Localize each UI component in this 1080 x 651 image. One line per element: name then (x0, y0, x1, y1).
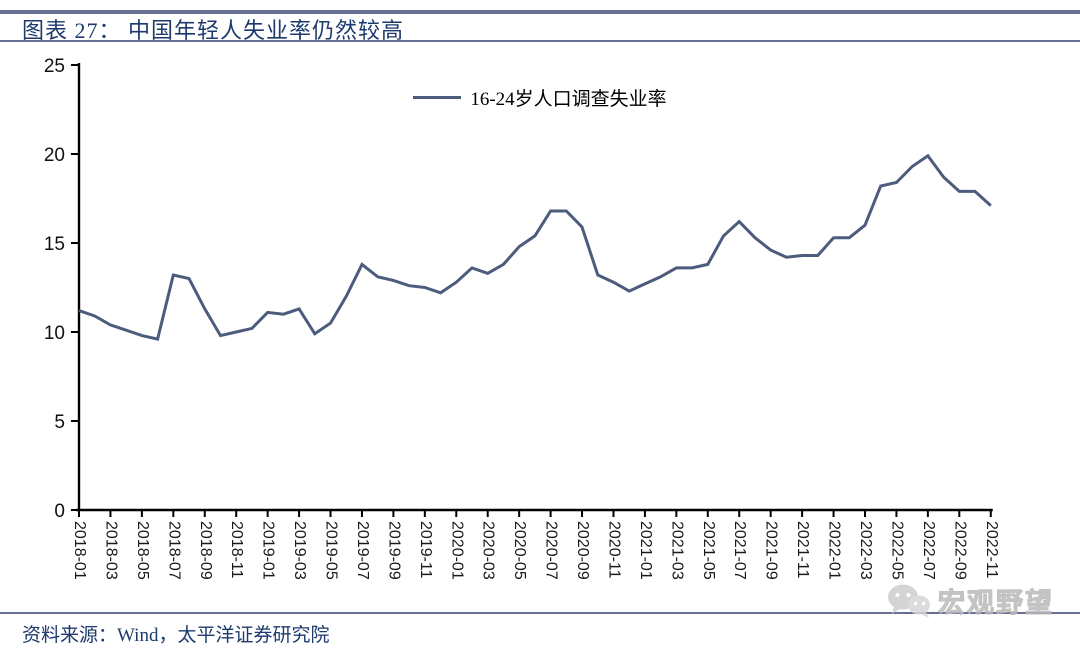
y-tick-label: 0 (54, 501, 65, 520)
title-underline-rule (0, 40, 1080, 42)
x-tick-label: 2022-09 (951, 521, 969, 580)
x-tick-label: 2020-09 (574, 521, 592, 580)
x-tick-label: 2020-05 (511, 521, 529, 580)
source-note: 资料来源：Wind，太平洋证券研究院 (22, 625, 330, 646)
x-tick-label: 2021-11 (794, 521, 812, 579)
y-tick-label: 25 (44, 56, 65, 77)
x-tick-label: 2018-03 (102, 521, 120, 580)
x-tick-label: 2018-07 (165, 521, 183, 580)
x-tick-label: 2021-03 (668, 521, 686, 580)
x-tick-label: 2019-09 (385, 521, 403, 580)
x-tick-label: 2018-05 (133, 521, 151, 580)
x-tick-label: 2022-05 (888, 521, 906, 580)
line-chart: 0 5 10 15 20 25 (44, 56, 993, 520)
y-tick-label: 5 (54, 412, 65, 433)
x-tick-label: 2019-05 (322, 521, 340, 580)
x-tick-label: 2022-07 (919, 521, 937, 580)
legend-line-swatch (413, 96, 462, 99)
x-tick-label: 2021-07 (731, 521, 749, 580)
x-tick-label: 2022-03 (857, 521, 874, 580)
x-tick-label: 2022-11 (982, 521, 1000, 579)
x-tick-label: 2018-09 (196, 521, 214, 580)
x-tick-label: 2021-05 (699, 521, 717, 580)
y-tick-label: 15 (44, 234, 65, 255)
x-tick-label: 2020-03 (479, 521, 497, 580)
wechat-icon (888, 584, 930, 618)
y-tick-label: 10 (44, 323, 65, 344)
x-tick-label: 2019-11 (416, 521, 434, 579)
y-tick-label: 20 (44, 145, 65, 166)
x-tick-label: 2021-01 (636, 521, 654, 580)
x-tick-label: 2021-09 (762, 521, 780, 580)
legend-label: 16-24岁人口调查失业率 (470, 89, 667, 110)
x-tick-label: 2022-01 (825, 521, 843, 580)
footer-rule (0, 612, 1080, 614)
x-tick-label: 2019-01 (259, 521, 277, 580)
legend: 16-24岁人口调查失业率 (0, 84, 1080, 111)
x-tick-label: 2018-01 (71, 521, 88, 580)
watermark: 宏观野望 (886, 581, 1054, 620)
x-tick-label: 2020-01 (448, 521, 466, 580)
x-tick-label: 2019-03 (291, 521, 309, 580)
x-tick-label: 2019-07 (353, 521, 371, 580)
header-top-rule (0, 10, 1080, 14)
x-tick-label: 2020-07 (542, 521, 560, 580)
x-tick-label: 2018-11 (228, 521, 246, 579)
watermark-text: 宏观野望 (938, 588, 1054, 619)
x-tick-label: 2020-11 (605, 521, 623, 579)
chart-title: 图表 27： 中国年轻人失业率仍然较高 (22, 18, 405, 43)
